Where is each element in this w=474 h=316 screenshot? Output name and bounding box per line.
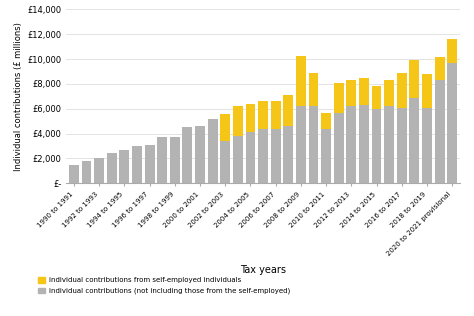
Bar xyxy=(182,127,192,183)
X-axis label: Tax years: Tax years xyxy=(240,265,286,275)
Bar xyxy=(296,106,306,183)
Bar xyxy=(435,57,445,80)
Bar xyxy=(384,80,394,106)
Bar xyxy=(447,39,457,63)
Bar xyxy=(309,73,319,106)
Bar xyxy=(334,83,344,112)
Bar xyxy=(359,78,369,105)
Bar xyxy=(170,137,180,183)
Bar xyxy=(220,114,230,141)
Bar xyxy=(346,106,356,183)
Bar xyxy=(145,145,155,183)
Bar xyxy=(422,74,432,107)
Bar xyxy=(283,94,293,125)
Bar xyxy=(233,106,243,136)
Bar xyxy=(372,109,382,183)
Y-axis label: Individual contributions (£ millions): Individual contributions (£ millions) xyxy=(14,22,23,171)
Bar xyxy=(359,105,369,183)
Bar xyxy=(94,158,104,183)
Bar xyxy=(69,165,79,183)
Bar xyxy=(132,146,142,183)
Bar xyxy=(397,73,407,107)
Bar xyxy=(107,154,117,183)
Bar xyxy=(283,125,293,183)
Bar xyxy=(372,86,382,109)
Bar xyxy=(309,106,319,183)
Bar xyxy=(233,136,243,183)
Legend: individual contributions from self-employed individuals, individual contribution: individual contributions from self-emplo… xyxy=(38,277,290,294)
Bar xyxy=(397,107,407,183)
Bar xyxy=(246,104,255,132)
Bar xyxy=(119,150,129,183)
Bar xyxy=(258,101,268,129)
Bar xyxy=(208,119,218,183)
Bar xyxy=(258,129,268,183)
Bar xyxy=(422,107,432,183)
Bar xyxy=(410,98,419,183)
Bar xyxy=(195,126,205,183)
Bar xyxy=(157,137,167,183)
Bar xyxy=(346,80,356,106)
Bar xyxy=(271,101,281,129)
Bar xyxy=(220,141,230,183)
Bar xyxy=(384,106,394,183)
Bar xyxy=(271,129,281,183)
Bar xyxy=(321,129,331,183)
Bar xyxy=(410,60,419,98)
Bar xyxy=(435,80,445,183)
Bar xyxy=(447,63,457,183)
Bar xyxy=(296,56,306,106)
Bar xyxy=(321,112,331,129)
Bar xyxy=(246,132,255,183)
Bar xyxy=(82,161,91,183)
Bar xyxy=(334,112,344,183)
